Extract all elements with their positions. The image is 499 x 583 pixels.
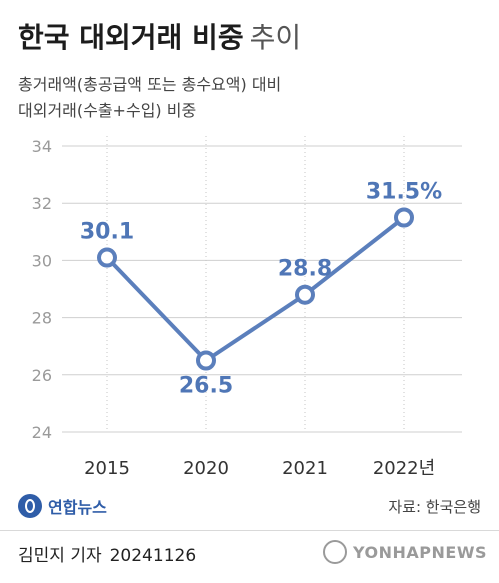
y-tick-label: 26 (32, 366, 52, 385)
data-label: 31.5% (366, 180, 442, 205)
title-main: 한국 대외거래 비중 (18, 21, 244, 54)
chart-subtitle: 총거래액(총공급액 또는 총수요액) 대비 대외거래(수출+수입) 비중 (18, 72, 281, 124)
data-label: 30.1 (80, 220, 134, 245)
subtitle-line-1: 총거래액(총공급액 또는 총수요액) 대비 (18, 75, 282, 94)
title-light: 추이 (249, 21, 302, 54)
data-label: 26.5 (179, 374, 233, 399)
data-point (295, 284, 315, 305)
x-tick-label: 2020 (183, 458, 229, 479)
x-tick-label: 2015 (84, 458, 130, 479)
agency-text: YONHAPNEWS (353, 542, 487, 562)
reporter-name: 김민지 기자 (18, 546, 102, 566)
y-tick-label: 24 (32, 423, 52, 442)
data-label: 28.8 (278, 257, 332, 282)
subtitle-line-2: 대외거래(수출+수입) 비중 (18, 101, 197, 120)
publish-date: 20241126 (109, 546, 197, 566)
y-tick-label: 32 (32, 194, 52, 213)
data-point (394, 207, 414, 228)
byline: 김민지 기자 20241126 (18, 541, 196, 566)
series-line (105, 215, 406, 363)
agency-watermark: YONHAPNEWS (323, 540, 487, 564)
x-tick-label: 2021 (282, 458, 328, 479)
data-point (196, 350, 216, 371)
y-tick-label: 30 (32, 251, 52, 270)
y-tick-label: 28 (32, 309, 52, 328)
footer-divider (0, 530, 499, 531)
x-tick-label: 2022년 (373, 458, 435, 479)
y-tick-label: 34 (32, 137, 52, 156)
logo-text: 연합뉴스 (48, 498, 107, 517)
data-point (97, 247, 117, 268)
source-note: 자료: 한국은행 (388, 498, 481, 516)
yonhap-logo-icon (18, 494, 42, 518)
yonhap-logo: 연합뉴스 (18, 494, 107, 518)
chart-title: 한국 대외거래 비중 추이 (18, 16, 301, 56)
agency-logo-icon (323, 540, 347, 564)
line-chart: 24 26 28 30 32 34 2015 2020 2021 2022년 30.1 26.5 28.… (32, 136, 462, 479)
